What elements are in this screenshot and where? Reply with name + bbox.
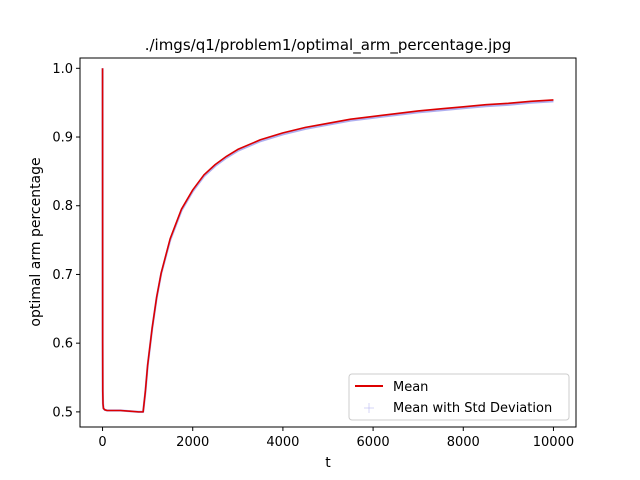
series-line-mean xyxy=(101,68,554,413)
legend-box xyxy=(348,373,570,421)
y-tick-label: 0.8 xyxy=(52,199,73,214)
y-tick-label: 0.6 xyxy=(52,337,73,352)
x-tick-label: 2000 xyxy=(176,435,209,450)
y-tick-label: 0.9 xyxy=(52,131,73,146)
y-axis-ticks: 0.5 0.6 0.7 0.8 0.9 1.0 xyxy=(52,62,80,420)
x-axis-label: t xyxy=(325,455,331,471)
x-tick-label: 0 xyxy=(98,435,106,450)
y-tick-label: 0.5 xyxy=(52,405,73,420)
y-axis-label: optimal arm percentage xyxy=(28,157,44,326)
chart-title: ./imgs/q1/problem1/optimal_arm_percentag… xyxy=(145,36,512,55)
plot-area xyxy=(101,68,554,413)
x-axis-ticks: 0 2000 4000 6000 8000 10000 xyxy=(98,427,574,450)
x-tick-label: 8000 xyxy=(447,435,480,450)
legend: Mean Mean with Std Deviation xyxy=(348,373,570,421)
y-tick-label: 1.0 xyxy=(52,62,73,77)
legend-label-mean: Mean xyxy=(393,380,428,395)
x-tick-label: 6000 xyxy=(357,435,390,450)
x-tick-label: 10000 xyxy=(533,435,574,450)
x-tick-label: 4000 xyxy=(266,435,299,450)
axes-frame xyxy=(79,57,577,428)
y-tick-label: 0.7 xyxy=(52,268,73,283)
legend-label-std: Mean with Std Deviation xyxy=(393,401,552,416)
